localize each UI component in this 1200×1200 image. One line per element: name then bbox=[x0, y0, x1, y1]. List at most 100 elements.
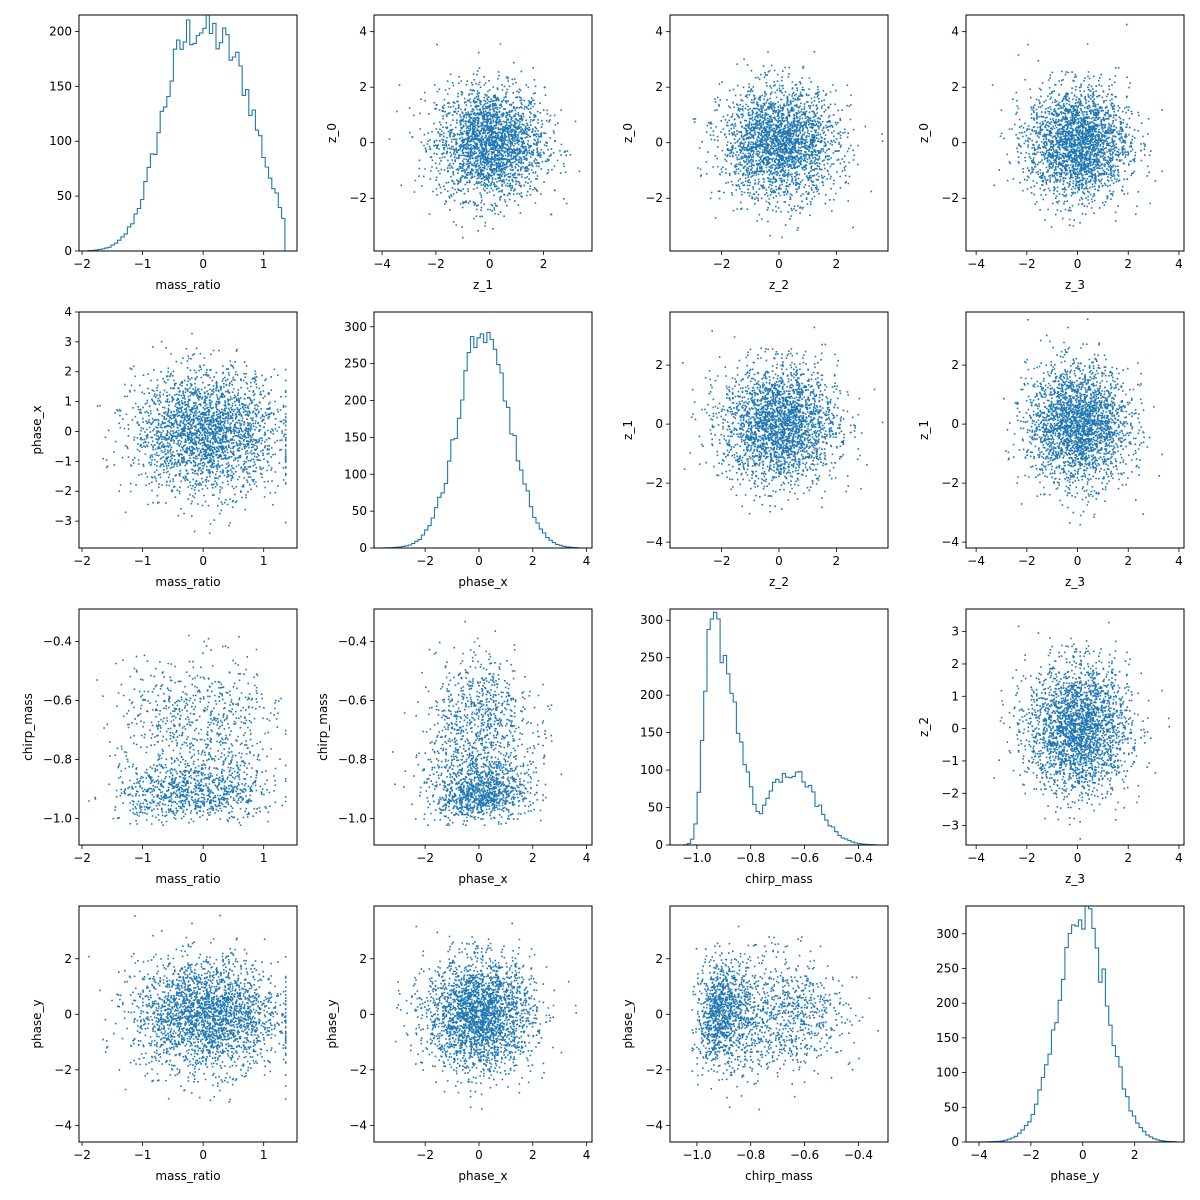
subplot-1-1: −2 0 2 4 0 50 100 150 200 250 300 phase_x bbox=[344, 311, 593, 589]
y-tick-label: 2 bbox=[359, 80, 367, 94]
x-tick-label: −1.0 bbox=[682, 851, 711, 865]
x-tick-label: 0 bbox=[775, 554, 783, 568]
plot-area bbox=[692, 51, 884, 239]
y-tick-label: 0 bbox=[359, 1007, 367, 1021]
y-tick-label: 100 bbox=[640, 763, 663, 777]
x-tick-label: −4 bbox=[967, 554, 985, 568]
plot-area bbox=[993, 621, 1170, 840]
x-tick-label: 4 bbox=[1175, 257, 1183, 271]
y-tick-label: −0.6 bbox=[338, 693, 367, 707]
x-tick-label: −1 bbox=[134, 851, 152, 865]
x-tick-label: 0 bbox=[199, 851, 207, 865]
plot-area bbox=[991, 23, 1163, 228]
histogram-steps bbox=[680, 611, 878, 845]
scatter-points bbox=[682, 326, 884, 515]
y-tick-label: −3 bbox=[941, 819, 959, 833]
y-axis-label: z_1 bbox=[621, 420, 635, 440]
y-tick-label: −2 bbox=[54, 484, 72, 498]
axes-frame bbox=[373, 608, 593, 846]
x-tick-label: 1 bbox=[260, 1148, 268, 1162]
x-axis-label: z_2 bbox=[769, 575, 789, 589]
axes-frame bbox=[669, 905, 889, 1143]
x-axis-label: chirp_mass bbox=[745, 1169, 813, 1183]
y-tick-label: 4 bbox=[951, 25, 959, 39]
y-tick-label: 4 bbox=[655, 25, 663, 39]
x-tick-label: 0 bbox=[1079, 1148, 1087, 1162]
x-axis-label: z_3 bbox=[1065, 575, 1085, 589]
axes-frame bbox=[373, 311, 593, 549]
x-axis-label: mass_ratio bbox=[155, 872, 220, 886]
x-tick-label: 2 bbox=[833, 554, 841, 568]
y-tick-label: 0 bbox=[951, 722, 959, 736]
x-tick-label: 2 bbox=[833, 257, 841, 271]
y-tick-label: −2 bbox=[645, 1063, 663, 1077]
y-tick-label: 250 bbox=[640, 651, 663, 665]
plot-area bbox=[682, 326, 884, 515]
y-tick-label: 200 bbox=[344, 394, 367, 408]
axes-frame bbox=[965, 311, 1185, 549]
axes-frame bbox=[669, 608, 889, 846]
x-axis-label: phase_y bbox=[1050, 1169, 1099, 1183]
scatter-points bbox=[991, 23, 1163, 228]
x-axis-label: phase_x bbox=[458, 872, 507, 886]
y-tick-label: −0.4 bbox=[43, 634, 72, 648]
scatter-points bbox=[88, 914, 287, 1103]
y-tick-label: 300 bbox=[640, 613, 663, 627]
axes-frame bbox=[78, 905, 298, 1143]
x-axis-label: phase_x bbox=[458, 575, 507, 589]
x-axis-label: z_1 bbox=[473, 278, 493, 292]
subplot-2-3: −4 −2 0 2 4 −3 −2 −1 0 1 2 3 z_3 z_2 bbox=[917, 608, 1185, 886]
plot-area bbox=[973, 906, 1177, 1142]
y-tick-label: 2 bbox=[951, 657, 959, 671]
y-tick-label: 4 bbox=[359, 25, 367, 39]
subplot-3-0: −2 −1 0 1 −4 −2 0 2 mass_ratio phase_y bbox=[30, 905, 298, 1183]
x-tick-label: 0 bbox=[486, 257, 494, 271]
x-tick-label: −4 bbox=[967, 257, 985, 271]
axes-frame bbox=[78, 311, 298, 549]
y-tick-label: 200 bbox=[640, 688, 663, 702]
y-tick-label: −0.8 bbox=[338, 752, 367, 766]
scatter-points bbox=[692, 51, 884, 239]
plot-area bbox=[96, 332, 287, 535]
x-axis-label: z_3 bbox=[1065, 872, 1085, 886]
y-tick-label: 0 bbox=[951, 417, 959, 431]
y-tick-label: 150 bbox=[49, 79, 72, 93]
x-tick-label: 2 bbox=[540, 257, 548, 271]
axes-frame bbox=[78, 14, 298, 252]
plot-area bbox=[680, 611, 878, 845]
y-tick-label: −2 bbox=[349, 1063, 367, 1077]
x-tick-label: 0 bbox=[1074, 257, 1082, 271]
x-tick-label: 4 bbox=[1175, 851, 1183, 865]
y-axis-label: phase_x bbox=[30, 405, 44, 454]
x-tick-label: 0 bbox=[475, 554, 483, 568]
y-tick-label: 3 bbox=[64, 335, 72, 349]
subplot-1-3: −4 −2 0 2 4 −4 −2 0 2 z_3 z_1 bbox=[917, 311, 1185, 589]
y-tick-label: −4 bbox=[941, 535, 959, 549]
axes-frame bbox=[965, 905, 1185, 1143]
y-axis-label: z_0 bbox=[621, 123, 635, 143]
x-tick-label: 0 bbox=[199, 554, 207, 568]
y-tick-label: 0 bbox=[359, 541, 367, 555]
x-tick-label: −0.8 bbox=[736, 851, 765, 865]
x-tick-label: −2 bbox=[713, 257, 731, 271]
subplot-0-3: −4 −2 0 2 4 −2 0 2 4 z_3 z_0 bbox=[917, 14, 1185, 292]
axes-frame bbox=[373, 14, 593, 252]
y-tick-label: 0 bbox=[951, 136, 959, 150]
y-axis-label: z_0 bbox=[917, 123, 931, 143]
x-tick-label: −2 bbox=[1018, 851, 1036, 865]
y-tick-label: −0.6 bbox=[43, 693, 72, 707]
scatter-points bbox=[691, 925, 879, 1111]
x-tick-label: 0 bbox=[475, 851, 483, 865]
x-tick-label: −1 bbox=[134, 554, 152, 568]
y-tick-label: 0 bbox=[655, 417, 663, 431]
y-tick-label: 250 bbox=[936, 961, 959, 975]
y-tick-label: 2 bbox=[655, 358, 663, 372]
x-tick-label: −2 bbox=[416, 554, 434, 568]
x-tick-label: −2 bbox=[713, 554, 731, 568]
scatter-points bbox=[1003, 318, 1163, 526]
x-tick-label: −2 bbox=[1018, 257, 1036, 271]
scatter-points bbox=[88, 634, 287, 826]
subplot-2-2: −1.0 −0.8 −0.6 −0.4 0 50 100 150 200 250 300 chirp_… bbox=[640, 608, 889, 886]
y-tick-label: 200 bbox=[936, 996, 959, 1010]
